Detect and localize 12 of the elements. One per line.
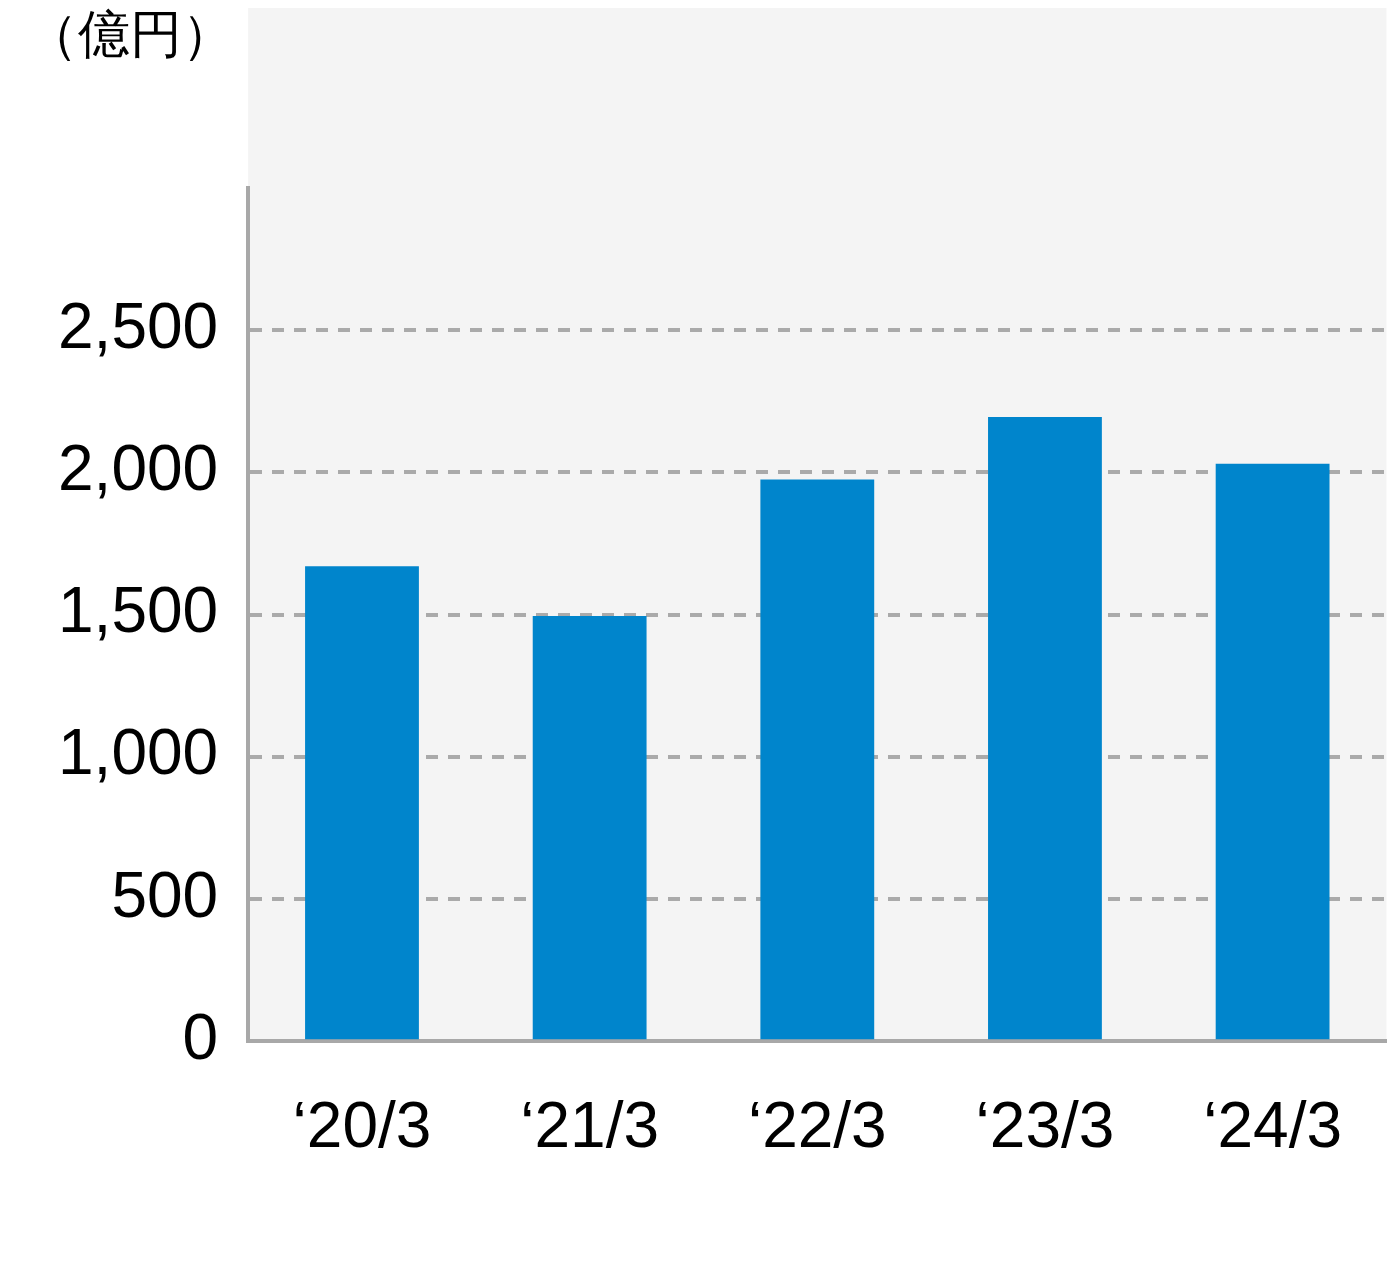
x-tick-label: ‘22/3	[747, 1089, 887, 1162]
y-axis-title: （億円）	[26, 5, 235, 64]
y-tick-label: 1,500	[58, 574, 219, 647]
x-tick-label: ‘20/3	[292, 1089, 432, 1162]
x-tick-label: ‘23/3	[975, 1089, 1115, 1162]
y-tick-label: 2,500	[58, 289, 219, 362]
x-tick-label: ‘21/3	[520, 1089, 660, 1162]
x-tick-label: ‘24/3	[1203, 1089, 1342, 1162]
y-tick-label: 1,000	[58, 716, 219, 789]
y-tick-label: 0	[182, 1000, 219, 1073]
y-tick-label: 500	[111, 858, 219, 931]
y-tick-label: 2,000	[58, 432, 219, 505]
